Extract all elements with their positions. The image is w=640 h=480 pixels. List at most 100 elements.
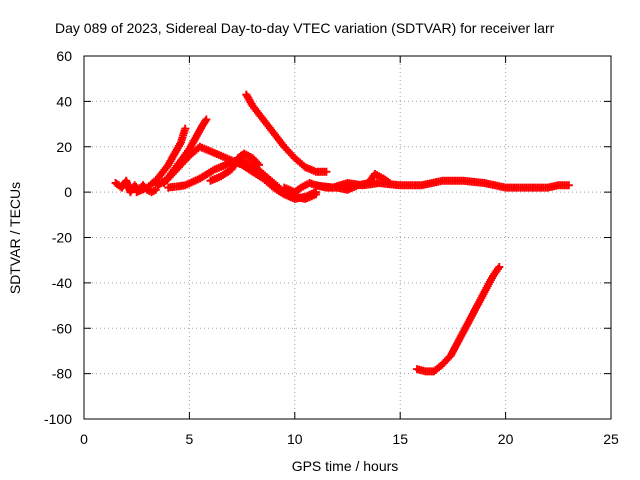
series-arc-descend [242, 90, 331, 176]
data-point [262, 172, 265, 175]
data-point [251, 104, 254, 107]
data-point [262, 177, 265, 180]
series-arc-rise-c [206, 149, 263, 185]
data-point [420, 184, 423, 187]
chart-title: Day 089 of 2023, Sidereal Day-to-day VTE… [55, 20, 555, 36]
data-point [325, 170, 328, 173]
y-tick-label: -20 [52, 230, 72, 246]
data-point [567, 184, 570, 187]
data-point [209, 150, 212, 153]
data-point [167, 163, 170, 166]
data-point [483, 182, 486, 185]
x-tick-labels: 0 5 10 15 20 25 [80, 431, 619, 447]
data-point [201, 125, 204, 128]
data-point [230, 168, 233, 171]
data-point [245, 93, 248, 96]
data-point [241, 159, 244, 162]
data-point [458, 338, 461, 341]
data-point [251, 163, 254, 166]
data-point [475, 306, 478, 309]
data-point [441, 363, 444, 366]
x-tick-label: 15 [392, 431, 408, 447]
data-point [272, 182, 275, 185]
data-point [498, 265, 501, 268]
data-point [361, 184, 364, 187]
series-arc-hump-b [164, 156, 320, 203]
data-point [177, 166, 180, 169]
y-tick-label: 20 [56, 139, 72, 155]
data-point [283, 186, 286, 189]
grid-lines [84, 56, 611, 419]
y-tick-label: 0 [64, 184, 72, 200]
plot-border [83, 55, 612, 420]
data-point [133, 184, 136, 187]
x-tick-label: 5 [186, 431, 194, 447]
data-point [220, 154, 223, 157]
data-point [209, 179, 212, 182]
data-point [120, 186, 123, 189]
data-point [198, 145, 201, 148]
data-point [146, 186, 149, 189]
data-point [494, 184, 497, 187]
data-point [308, 182, 311, 185]
y-tick-label: 40 [56, 93, 72, 109]
data-point [314, 193, 317, 196]
data-point [314, 184, 317, 187]
data-point [156, 184, 159, 187]
data-point [449, 354, 452, 357]
y-axis-label: SDTVAR / TECUs [7, 182, 23, 294]
data-point [114, 182, 117, 185]
data-point [129, 191, 132, 194]
data-point [416, 368, 419, 371]
data-point [236, 157, 239, 160]
data-point [135, 191, 138, 194]
data-point [150, 191, 153, 194]
data-point [466, 322, 469, 325]
data-point [167, 186, 170, 189]
data-point [441, 179, 444, 182]
data-point [293, 191, 296, 194]
data-point [432, 370, 435, 373]
data-point [213, 168, 216, 171]
data-point [188, 154, 191, 157]
y-tick-label: -100 [44, 411, 72, 427]
data-point [283, 145, 286, 148]
y-tick-labels: 60 40 20 0 -20 -40 -60 -80 -100 [44, 48, 72, 427]
data-point [304, 166, 307, 169]
data-point [483, 290, 486, 293]
series-arc-deep-dip [413, 263, 504, 376]
data-point [346, 188, 349, 191]
data-point [382, 177, 385, 180]
series-arc-flat [311, 176, 573, 192]
data-point [205, 118, 208, 121]
data-point [251, 157, 254, 160]
data-point [557, 184, 560, 187]
series-arc-rise-a [132, 124, 190, 197]
data-point [251, 170, 254, 173]
data-point [188, 148, 191, 151]
y-tick-label: 60 [56, 48, 72, 64]
data-point [314, 170, 317, 173]
data-series [111, 90, 573, 376]
data-point [399, 184, 402, 187]
y-tick-label: -40 [52, 275, 72, 291]
data-point [173, 152, 176, 155]
y-tick-label: -60 [52, 320, 72, 336]
y-tick-label: -80 [52, 366, 72, 382]
data-point [424, 370, 427, 373]
data-point [194, 136, 197, 139]
data-point [373, 172, 376, 175]
data-point [184, 127, 187, 130]
data-point [198, 177, 201, 180]
x-tick-label: 0 [80, 431, 88, 447]
data-point [293, 195, 296, 198]
data-point [331, 186, 334, 189]
data-point [504, 186, 507, 189]
data-point [156, 177, 159, 180]
data-point [154, 188, 157, 191]
data-point [184, 184, 187, 187]
series-markers [413, 263, 504, 376]
x-tick-label: 20 [498, 431, 514, 447]
data-point [167, 177, 170, 180]
